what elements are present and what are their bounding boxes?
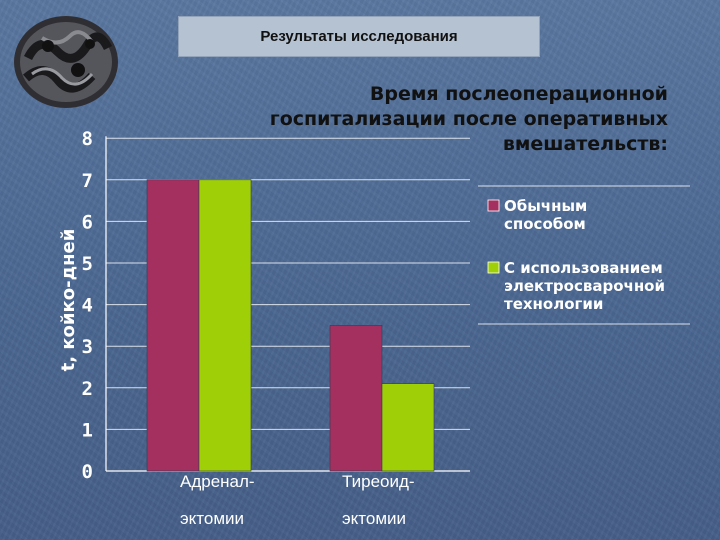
y-tick-label: 3 <box>82 336 93 358</box>
category-label-line2: эктомии <box>342 509 406 528</box>
bar-2-series-1 <box>329 325 383 472</box>
bar-1-series-2 <box>198 179 252 472</box>
legend-label-2: электросварочной <box>504 277 665 295</box>
legend-label-1: способом <box>504 215 586 233</box>
category-label-line1: Тиреоид- <box>342 472 415 491</box>
chart-title: Время послеоперационной госпитализации по… <box>270 83 668 155</box>
chart-title-line: вмешательств: <box>503 133 668 155</box>
y-tick-label: 0 <box>82 461 93 483</box>
bar-1-series-1 <box>146 179 200 472</box>
chart-bars <box>146 179 435 472</box>
y-tick-label: 5 <box>82 253 93 275</box>
legend-swatch-1 <box>487 199 500 212</box>
header-title: Результаты исследования <box>178 16 540 57</box>
bar-2-series-2 <box>381 383 435 472</box>
legend-swatch-2 <box>487 261 500 274</box>
logo-icon <box>14 16 118 108</box>
y-axis-ticks: 0 1 2 3 4 5 6 7 8 <box>82 128 93 483</box>
y-tick-label: 7 <box>82 170 93 192</box>
chart-title-line: Время послеоперационной <box>370 83 668 105</box>
legend-label-2: С использованием <box>504 259 663 277</box>
y-tick-label: 8 <box>82 128 93 150</box>
y-tick-label: 1 <box>82 419 93 441</box>
category-label-line2: эктомии <box>180 509 244 528</box>
y-tick-label: 2 <box>82 378 93 400</box>
y-tick-label: 6 <box>82 211 93 233</box>
legend-label-1: Обычным <box>504 197 587 215</box>
y-axis-label: t, койко-дней <box>58 229 79 372</box>
x-axis-categories: Адренал-эктомии Тиреоид-эктомии <box>180 472 415 528</box>
category-label-line1: Адренал- <box>180 472 255 491</box>
chart-title-line: госпитализации после оперативных <box>270 108 668 130</box>
y-tick-label: 4 <box>82 295 93 317</box>
legend-label-2: технологии <box>504 295 603 313</box>
